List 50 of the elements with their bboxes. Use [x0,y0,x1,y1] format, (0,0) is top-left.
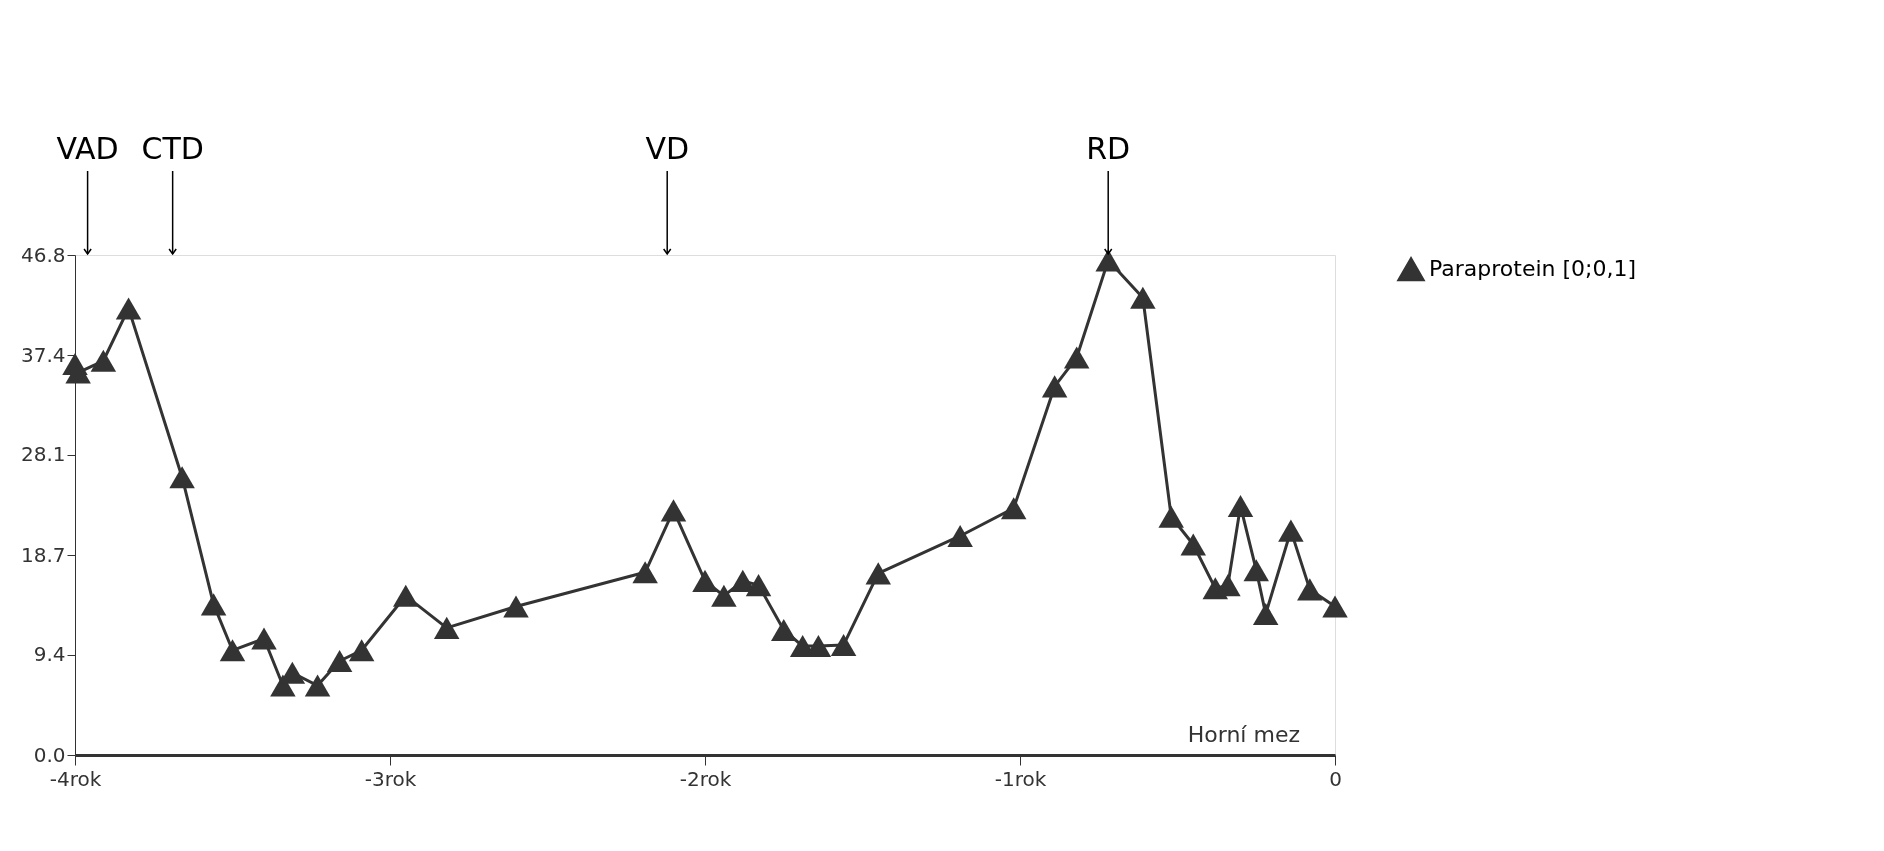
ref-line-label: VD [645,131,690,166]
y-tick-label: 46.8 [20,242,66,267]
point [348,639,375,662]
ref-line-label: RD [1086,131,1131,166]
point [1041,375,1068,398]
point [169,466,195,489]
point [115,297,142,320]
point [947,524,973,548]
ref-line-label: VAD [56,131,119,166]
annotation: Horní mez [1187,722,1300,747]
point [771,618,797,642]
ref-line-label: CTD [141,131,204,166]
point [200,593,227,616]
point [1278,519,1304,542]
point [1252,602,1279,626]
x-tick-label: -1rok [994,766,1047,791]
point [503,595,529,618]
point [1000,497,1027,520]
point [1063,346,1090,369]
point [692,569,718,592]
point [90,349,117,372]
y-tick-label: 18.7 [20,542,66,567]
point [251,627,277,650]
point [433,616,460,639]
point [1130,286,1156,309]
point [304,674,331,697]
point [711,584,737,607]
y-tick-label: 9.4 [33,642,66,667]
point [1180,533,1206,556]
point [326,649,353,673]
point [1322,595,1348,618]
point [745,574,772,597]
y-tick-label: 28.1 [20,442,66,467]
x-tick-label: 0 [1329,766,1342,791]
x-tick-label: -2rok [679,766,732,791]
point [1297,578,1323,601]
point [1227,495,1254,518]
point [1158,505,1184,528]
point [660,499,687,522]
x-tick-label: -3rok [364,766,417,791]
point [632,561,658,584]
y-tick-label: 37.4 [20,342,66,367]
legend-label: Paraprotein [0;0,1] [1429,256,1637,281]
x-tick-label: -4rok [49,766,102,791]
point [393,584,419,607]
point [1243,559,1269,582]
point [219,639,246,662]
point [865,562,891,585]
y-tick-label: 0.0 [33,742,66,767]
point [830,633,857,656]
